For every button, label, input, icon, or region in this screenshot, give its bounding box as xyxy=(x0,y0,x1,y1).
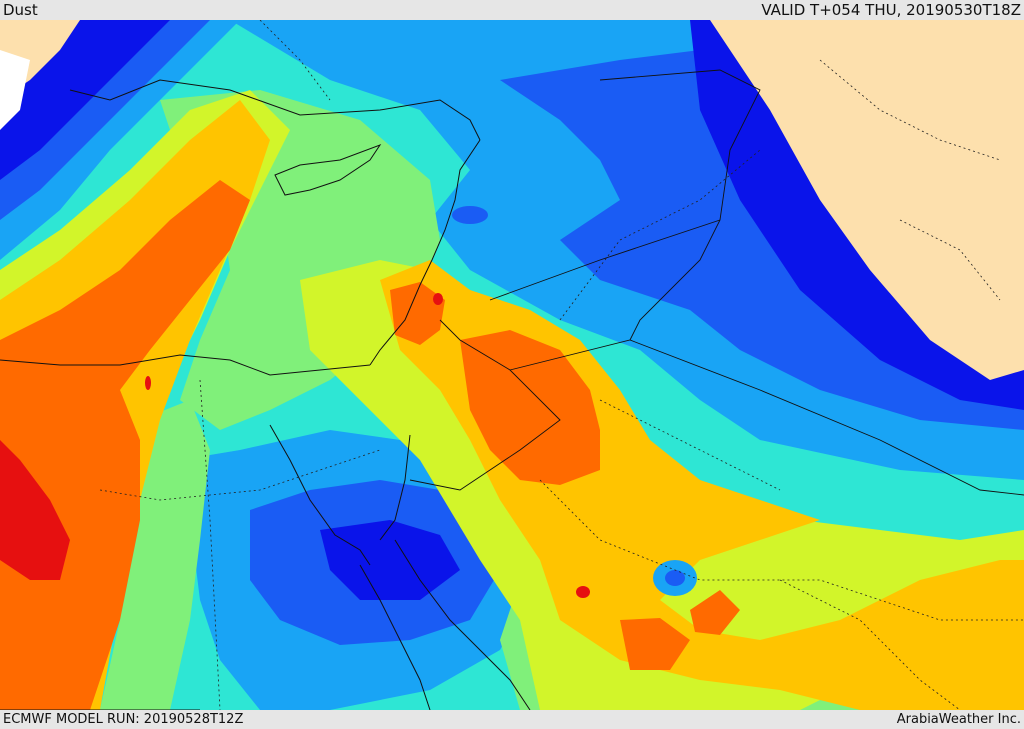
model-run: ECMWF MODEL RUN: 20190528T12Z xyxy=(3,712,244,727)
orange-south-2 xyxy=(690,590,740,635)
egypt-north-coast xyxy=(0,354,371,376)
borders xyxy=(0,69,1024,710)
footer-bar: ECMWF MODEL RUN: 20190528T12Z ArabiaWeat… xyxy=(0,710,1024,729)
blue-spot-south xyxy=(665,570,685,586)
gulf-of-suez-west xyxy=(269,424,371,566)
blue-spot-lebanon xyxy=(452,206,488,224)
header-bar: Dust VALID T+054 THU, 20190530T18Z xyxy=(0,0,1024,20)
mediterranean-north-coast xyxy=(69,79,481,141)
forecast-map[interactable] xyxy=(0,20,1024,710)
product-title: Dust xyxy=(3,1,38,19)
land-outside-northeast xyxy=(710,20,1024,380)
credit: ArabiaWeather Inc. xyxy=(896,712,1021,727)
dotted-borders xyxy=(99,20,1024,710)
border-jordan-iraq xyxy=(489,219,721,301)
red-spot-3 xyxy=(433,293,443,305)
red-sea-west-coast xyxy=(359,564,431,710)
valid-time: VALID T+054 THU, 20190530T18Z xyxy=(761,1,1021,19)
red-spot-1 xyxy=(145,376,151,390)
cyprus xyxy=(274,143,382,196)
gulf-of-aqaba xyxy=(379,434,411,541)
orange-west xyxy=(0,180,250,710)
border-iraq-iran xyxy=(599,69,761,341)
orange-south-1 xyxy=(620,618,690,670)
orange-center xyxy=(460,330,600,485)
light-blue-west-coast xyxy=(0,20,240,260)
orange-levant xyxy=(390,282,445,345)
border-saudi-north xyxy=(509,339,1024,496)
dark-blue-gulf xyxy=(320,520,460,600)
coastlines xyxy=(0,79,531,710)
sea-white-northwest xyxy=(0,50,30,130)
dust-field-svg xyxy=(0,20,1024,710)
border-jordan-saudi xyxy=(409,319,561,491)
red-sea-east-coast xyxy=(394,539,531,710)
red-west xyxy=(0,440,70,580)
levant-coast xyxy=(369,139,481,366)
red-spot-2 xyxy=(576,586,590,598)
light-green-west xyxy=(100,400,210,710)
blue-northwest xyxy=(0,20,210,220)
